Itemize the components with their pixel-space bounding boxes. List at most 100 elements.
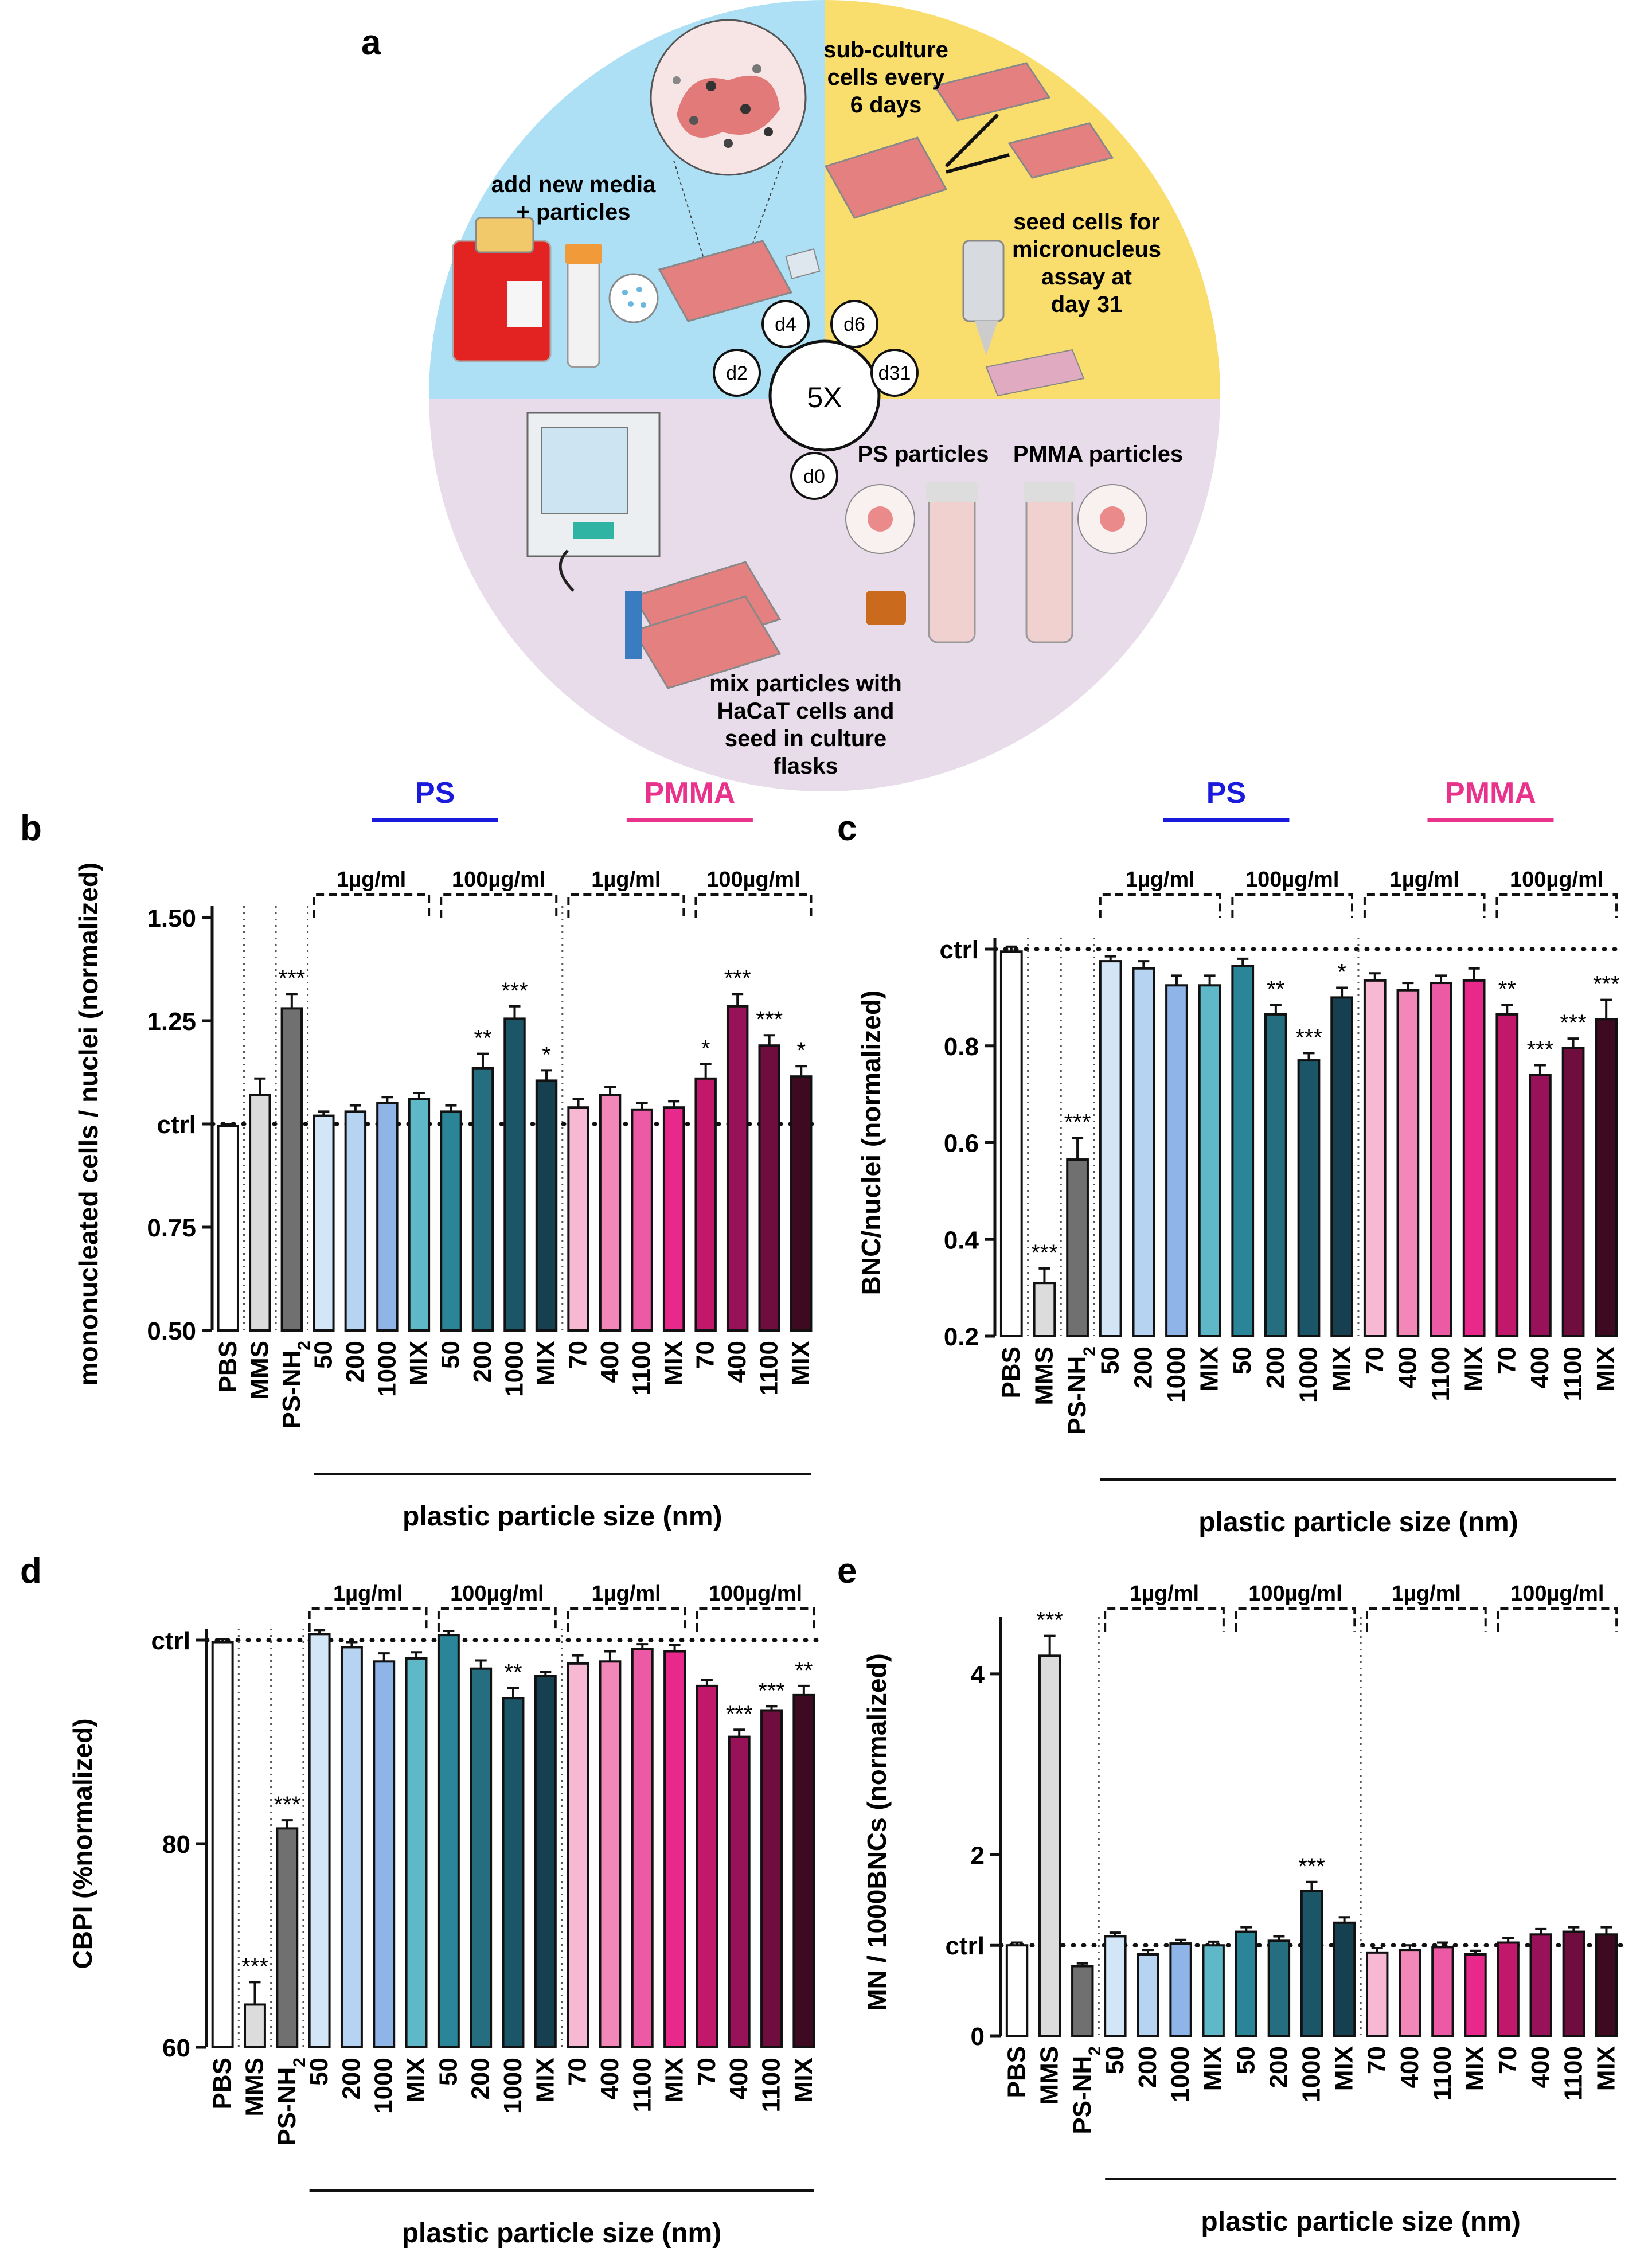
cycle-label: 5X	[807, 381, 842, 413]
significance-label: ***	[1527, 1037, 1554, 1063]
text-mix-1: mix particles with	[709, 671, 902, 696]
bar	[471, 1067, 494, 1332]
bar	[694, 1077, 717, 1332]
concentration-bracket	[1366, 1607, 1487, 1632]
bar	[567, 1106, 589, 1332]
y-tick-label: 0.6	[944, 1130, 979, 1158]
x-tick-label: 1100	[1428, 2046, 1456, 2101]
significance-label: ***	[241, 1954, 268, 1979]
x-tick-label: 400	[596, 2058, 624, 2099]
flask-icon	[658, 240, 821, 322]
bar	[1462, 979, 1486, 1337]
bar	[1300, 1890, 1323, 2038]
concentration-label: 1µg/ml	[337, 868, 406, 892]
x-tick-label: 50	[434, 2058, 462, 2086]
x-tick-label: PBS	[997, 1346, 1025, 1398]
tube-icon	[565, 244, 602, 368]
x-tick-label: 50	[1232, 2046, 1260, 2074]
x-tick-label: 50	[1101, 2046, 1129, 2074]
significance-label: ***	[758, 1678, 785, 1703]
x-tick-label: 1100	[1559, 2046, 1587, 2101]
bar	[1396, 989, 1420, 1337]
concentration-label: 1µg/ml	[1392, 1582, 1461, 1606]
x-tick-label: 70	[1493, 1346, 1521, 1375]
concentration-label: 100µg/ml	[1510, 1582, 1604, 1606]
x-tick-label: MIX	[790, 2058, 818, 2102]
panel-letter-a: a	[361, 23, 381, 63]
bar	[276, 1827, 299, 2048]
x-tick-label: 70	[564, 1341, 592, 1369]
x-tick-label: MMS	[245, 1341, 274, 1400]
x-tick-label: 50	[309, 1341, 337, 1369]
text-mix-3: seed in culture	[725, 726, 886, 751]
x-tick-label: MMS	[240, 2058, 268, 2117]
x-tick-label: MIX	[1592, 2046, 1620, 2091]
pipette-plate-icon	[962, 240, 1085, 397]
bar	[999, 950, 1023, 1337]
bar	[1231, 965, 1255, 1337]
significance-label: *	[796, 1038, 806, 1063]
x-tick-label: 200	[1262, 1346, 1290, 1388]
y-tick-label: 80	[162, 1831, 190, 1859]
x-tick-label: 1100	[1559, 1346, 1587, 1401]
x-tick-label: MIX	[532, 1341, 560, 1385]
y-axis-label: BNC/nuclei (normalized)	[856, 990, 886, 1295]
y-tick-label: 0.4	[944, 1226, 979, 1254]
x-tick-label: 70	[693, 2058, 721, 2086]
x-axis-label: plastic particle size (nm)	[1198, 1507, 1518, 1537]
bar	[405, 1657, 428, 2048]
bar	[567, 1662, 589, 2048]
x-tick-label: MIX	[1461, 2046, 1489, 2091]
concentration-label: 1µg/ml	[1130, 1582, 1199, 1606]
significance-label: ***	[1036, 1608, 1063, 1633]
bar	[1264, 1013, 1287, 1337]
text-seed-mn-4: day 31	[1051, 292, 1123, 317]
cap-icon	[866, 591, 906, 625]
group-label-pmma: PMMA	[1445, 776, 1536, 810]
bar	[1297, 1059, 1321, 1337]
x-axis-label: plastic particle size (nm)	[403, 1501, 722, 1532]
panel-letter: e	[837, 1551, 857, 1591]
text-mix-4: flasks	[773, 754, 838, 779]
concentration-label: 100µg/ml	[450, 1582, 544, 1606]
y-tick-label: 0.50	[147, 1317, 196, 1345]
bar	[503, 1017, 526, 1332]
concentration-bracket	[1104, 1607, 1225, 1632]
x-tick-label: MIX	[1592, 1346, 1620, 1391]
panel-a: a	[361, 0, 1220, 791]
x-tick-label: 1000	[1166, 2046, 1194, 2102]
x-tick-label: 1000	[370, 2058, 398, 2114]
bar	[1099, 960, 1122, 1337]
x-tick-label: 200	[1129, 1346, 1157, 1388]
bar	[1132, 967, 1155, 1337]
bar	[599, 1094, 622, 1332]
bar	[373, 1660, 396, 2048]
concentration-label: 100µg/ml	[1510, 868, 1603, 892]
bar	[1497, 1941, 1520, 2037]
ps-tube-icon	[845, 482, 978, 643]
bar	[1169, 1942, 1192, 2037]
day-label: d4	[775, 314, 796, 335]
x-tick-label: 1100	[755, 1341, 783, 1395]
bar	[599, 1660, 622, 2048]
bar	[663, 1650, 686, 2048]
text-ps-particles: PS particles	[857, 442, 989, 467]
y-tick-label: ctrl	[940, 936, 979, 964]
significance-label: ***	[724, 966, 751, 991]
bar	[792, 1693, 815, 2049]
text-add-media-2: + particles	[516, 200, 630, 225]
bar	[217, 1125, 239, 1332]
x-tick-label: 1000	[1162, 1346, 1190, 1403]
bar	[1363, 979, 1387, 1337]
significance-label: ***	[501, 978, 528, 1004]
y-axis-label: mononucleated cells / nuclei (normalized…	[73, 862, 103, 1386]
y-tick-label: 0.2	[944, 1323, 979, 1351]
significance-label: ***	[278, 966, 305, 991]
x-tick-label: MMS	[1036, 2046, 1064, 2105]
significance-label: ***	[1298, 1854, 1325, 1879]
bar	[758, 1044, 780, 1332]
text-add-media-1: add new media	[491, 172, 656, 197]
bar	[790, 1075, 813, 1332]
y-tick-label: ctrl	[157, 1111, 196, 1139]
x-tick-label: 1000	[501, 1341, 529, 1397]
